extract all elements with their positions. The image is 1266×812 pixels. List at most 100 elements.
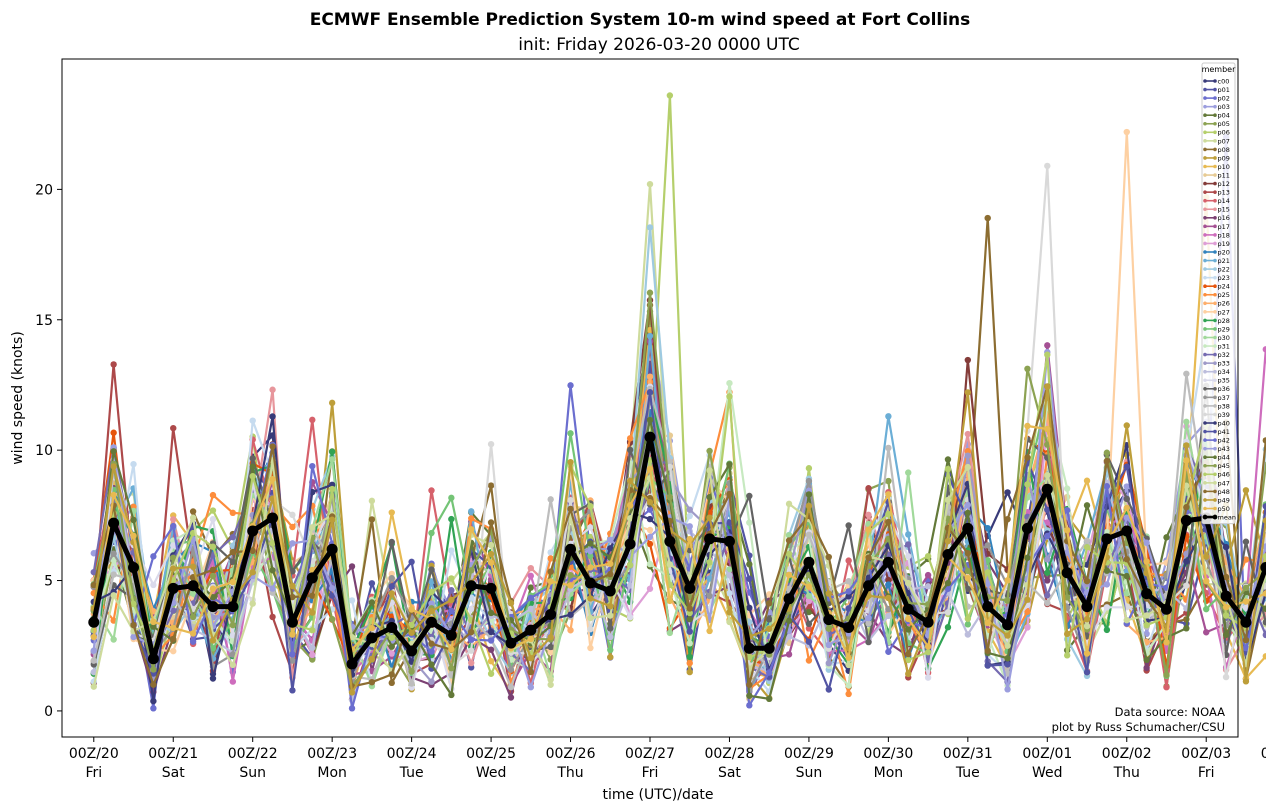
point-p46 bbox=[269, 539, 276, 547]
point-p16 bbox=[487, 646, 495, 653]
point-p50 bbox=[587, 564, 594, 571]
point-p10 bbox=[487, 657, 495, 665]
legend-swatch-marker bbox=[1213, 284, 1217, 289]
point-p34 bbox=[527, 605, 535, 613]
point-p18 bbox=[229, 678, 237, 685]
point-p35 bbox=[468, 605, 475, 613]
legend-label: p50 bbox=[1218, 505, 1230, 513]
point-p47 bbox=[1044, 471, 1051, 479]
point-p40 bbox=[150, 697, 157, 705]
point-p48 bbox=[527, 668, 535, 676]
legend-entry-p08: p08 bbox=[1203, 146, 1230, 154]
point-p13 bbox=[170, 424, 177, 432]
x-tick-label: 00Z/28 bbox=[704, 746, 754, 762]
point-p50 bbox=[368, 624, 376, 632]
point-p47 bbox=[1143, 612, 1150, 619]
legend-label: p01 bbox=[1218, 86, 1230, 94]
x-tick-label: 00Z/24 bbox=[387, 746, 437, 762]
point-p37 bbox=[706, 592, 713, 600]
chart-subtitle: init: Friday 2026-03-20 0000 UTC bbox=[518, 35, 800, 55]
point-p06 bbox=[666, 92, 674, 99]
legend-label: p04 bbox=[1218, 112, 1230, 120]
point-p30 bbox=[328, 456, 336, 463]
point-p46 bbox=[448, 575, 455, 582]
point-p05 bbox=[885, 477, 892, 485]
legend-entry-p25: p25 bbox=[1203, 291, 1230, 299]
legend-entry-p50: p50 bbox=[1203, 505, 1230, 513]
legend-label: c00 bbox=[1218, 77, 1230, 85]
point-p50 bbox=[130, 532, 137, 539]
point-p50 bbox=[1044, 425, 1051, 433]
x-tick-day-label: Tue bbox=[399, 765, 424, 781]
point-p50 bbox=[1163, 639, 1170, 646]
point-p50 bbox=[487, 559, 495, 566]
x-tick-day-label: Sat bbox=[718, 765, 741, 781]
point-p43 bbox=[90, 647, 97, 654]
point-p38 bbox=[110, 571, 117, 578]
point-p45 bbox=[567, 571, 574, 579]
point-p42 bbox=[289, 651, 296, 658]
point-p32 bbox=[1044, 592, 1051, 599]
point-p49 bbox=[567, 458, 574, 466]
legend-label: p27 bbox=[1218, 308, 1230, 316]
point-p35 bbox=[924, 674, 932, 681]
point-p24 bbox=[646, 540, 654, 548]
point-p48 bbox=[289, 593, 296, 601]
legend-entry-p40: p40 bbox=[1203, 419, 1230, 427]
point-p45 bbox=[1103, 449, 1111, 456]
legend-label: p02 bbox=[1218, 95, 1230, 103]
point-p49 bbox=[1063, 630, 1071, 638]
x-tick-label: 00Z/29 bbox=[784, 746, 834, 762]
point-p43 bbox=[865, 614, 872, 622]
point-p50 bbox=[1203, 577, 1210, 585]
point-p44 bbox=[785, 617, 793, 624]
point-p47 bbox=[587, 614, 594, 622]
point-p50 bbox=[209, 585, 217, 592]
point-p44 bbox=[964, 509, 972, 517]
point-p43 bbox=[1143, 539, 1150, 546]
point-p46 bbox=[249, 473, 256, 480]
point-p48 bbox=[785, 537, 793, 544]
point-p45 bbox=[1004, 597, 1011, 604]
mean-point bbox=[247, 525, 259, 537]
point-p24 bbox=[388, 613, 395, 620]
point-p07 bbox=[646, 180, 654, 188]
legend-swatch-marker bbox=[1213, 481, 1217, 485]
point-p29 bbox=[607, 646, 614, 654]
point-p23 bbox=[130, 460, 137, 468]
point-p23 bbox=[348, 597, 356, 604]
point-p40 bbox=[209, 675, 217, 682]
point-p41 bbox=[646, 389, 654, 396]
point-p16 bbox=[507, 694, 515, 701]
legend-entry-p37: p37 bbox=[1203, 394, 1230, 402]
point-p49 bbox=[388, 590, 395, 597]
legend-entry-p05: p05 bbox=[1203, 120, 1230, 128]
point-p31 bbox=[646, 560, 654, 568]
point-p10 bbox=[1083, 477, 1091, 484]
point-p49 bbox=[1262, 517, 1266, 524]
point-p47 bbox=[1004, 642, 1011, 649]
point-p31 bbox=[1063, 485, 1071, 492]
mean-point bbox=[406, 645, 418, 657]
legend-swatch-marker bbox=[1203, 292, 1207, 297]
point-p32 bbox=[448, 587, 455, 594]
point-p04 bbox=[746, 561, 753, 568]
point-p49 bbox=[189, 563, 197, 570]
legend-entry-p04: p04 bbox=[1203, 112, 1230, 120]
point-p43 bbox=[646, 533, 654, 541]
point-p50 bbox=[388, 509, 395, 516]
legend-label: p25 bbox=[1218, 291, 1230, 299]
point-p45 bbox=[1044, 441, 1051, 448]
x-tick-day-label: Fri bbox=[1198, 765, 1215, 781]
point-p47 bbox=[1123, 616, 1130, 624]
legend-entry-p23: p23 bbox=[1203, 274, 1230, 282]
point-p39 bbox=[944, 609, 952, 616]
point-p09 bbox=[1242, 487, 1250, 494]
point-p43 bbox=[825, 641, 832, 649]
point-p48 bbox=[209, 566, 217, 573]
point-p19 bbox=[646, 585, 654, 592]
point-p45 bbox=[468, 567, 475, 574]
legend-swatch-marker bbox=[1203, 164, 1207, 169]
point-p19 bbox=[805, 597, 813, 605]
point-p04 bbox=[805, 608, 813, 616]
